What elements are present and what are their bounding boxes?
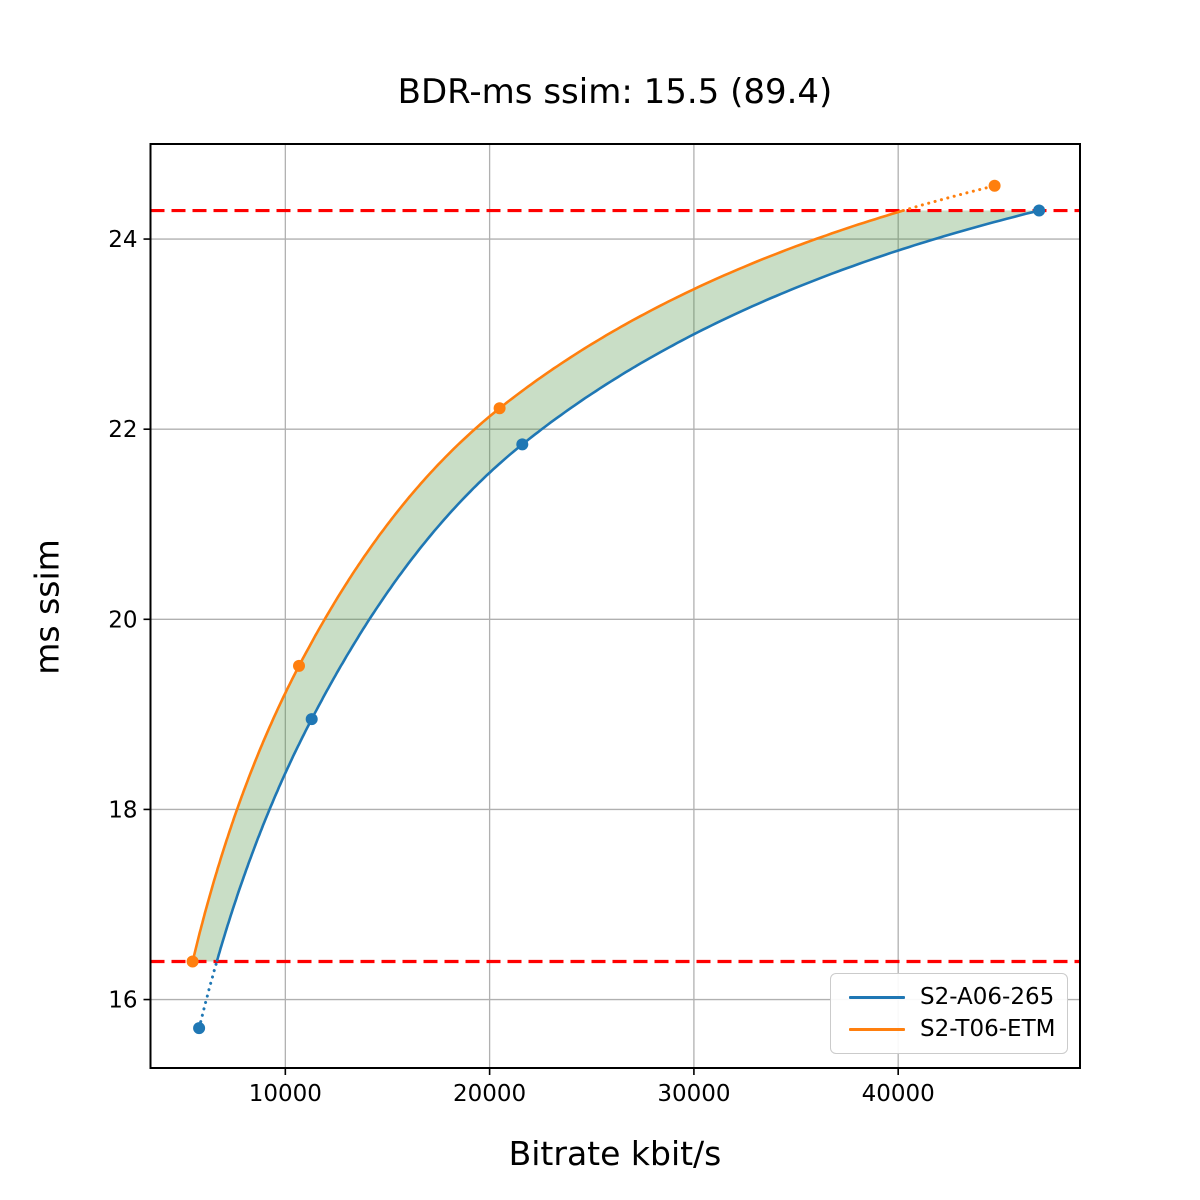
series-line-extrapolated: [197, 960, 219, 1030]
data-point: [193, 1022, 206, 1035]
x-axis-label: Bitrate kbit/s: [508, 1134, 722, 1173]
data-point: [293, 659, 305, 672]
legend-label: S2-T06-ETM: [920, 1015, 1056, 1042]
legend-label: S2-A06-265: [920, 984, 1055, 1011]
data-point: [1033, 204, 1046, 217]
series-line: [215, 209, 1040, 962]
data-point: [186, 955, 199, 968]
plot-border: [149, 143, 1081, 1069]
series-line: [191, 209, 904, 962]
x-tick-label: 30000: [657, 1081, 730, 1107]
legend-line-sample: [849, 1027, 905, 1031]
data-point: [988, 179, 1001, 192]
legend-item: S2-A06-265: [849, 986, 1063, 1009]
data-point: [305, 713, 318, 726]
x-tick-label: 10000: [249, 1081, 322, 1107]
legend-item: S2-T06-ETM: [849, 1015, 1063, 1042]
y-tick-label: 18: [108, 797, 137, 823]
y-tick-label: 24: [108, 227, 137, 253]
chart-title: BDR-ms ssim: 15.5 (89.4): [397, 72, 833, 112]
data-point: [516, 438, 529, 451]
overlap-region: [192, 210, 1040, 962]
legend: S2-A06-265 S2-T06-ETM: [830, 973, 1068, 1054]
y-tick-label: 16: [108, 988, 137, 1014]
legend-line-sample: [849, 996, 905, 1000]
y-tick-label: 20: [108, 607, 137, 633]
y-axis-label: ms ssim: [27, 539, 67, 675]
series-line-extrapolated: [901, 184, 997, 212]
x-tick-label: 20000: [453, 1081, 526, 1107]
y-tick-label: 22: [108, 417, 137, 443]
x-tick-label: 40000: [862, 1081, 935, 1107]
data-point: [493, 402, 506, 415]
